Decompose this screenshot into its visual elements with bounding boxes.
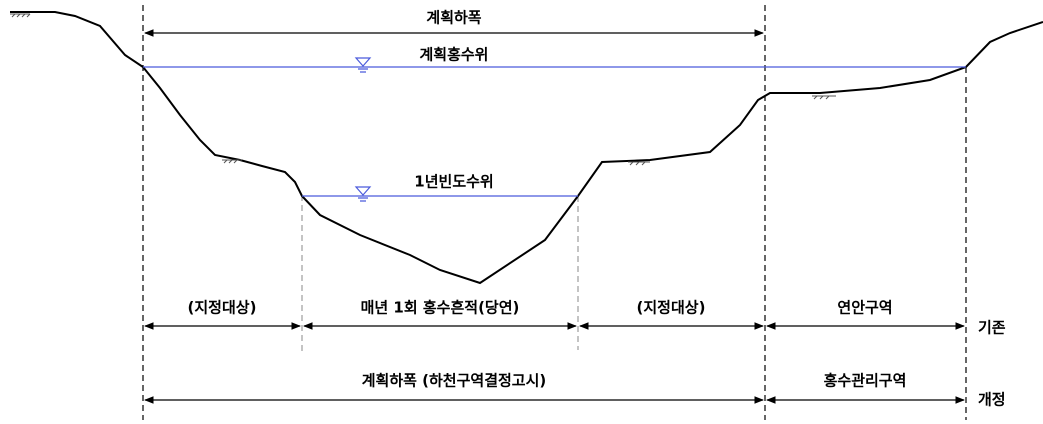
- segment-label: 계획하폭 (하천구역결정고시): [362, 372, 547, 390]
- segment-label: 홍수관리구역: [824, 372, 907, 390]
- row-label: 기존: [978, 319, 1006, 337]
- water-symbol: [354, 186, 372, 202]
- segment-label: (지정대상): [188, 299, 257, 317]
- segment-label: 매년 1회 홍수흔적(당연): [361, 299, 520, 317]
- water-symbol: [354, 57, 372, 73]
- ground-hatch: [10, 13, 836, 166]
- segment-label: 연안구역: [837, 299, 892, 317]
- terrain: [10, 11, 1043, 285]
- plan-width-label: 계획하폭: [426, 9, 481, 27]
- segment-label: (지정대상): [637, 299, 706, 317]
- plan-flood-label: 계획홍수위: [419, 46, 488, 64]
- annual-flood-label: 1년빈도수위: [414, 173, 493, 191]
- row-label: 개정: [978, 391, 1006, 409]
